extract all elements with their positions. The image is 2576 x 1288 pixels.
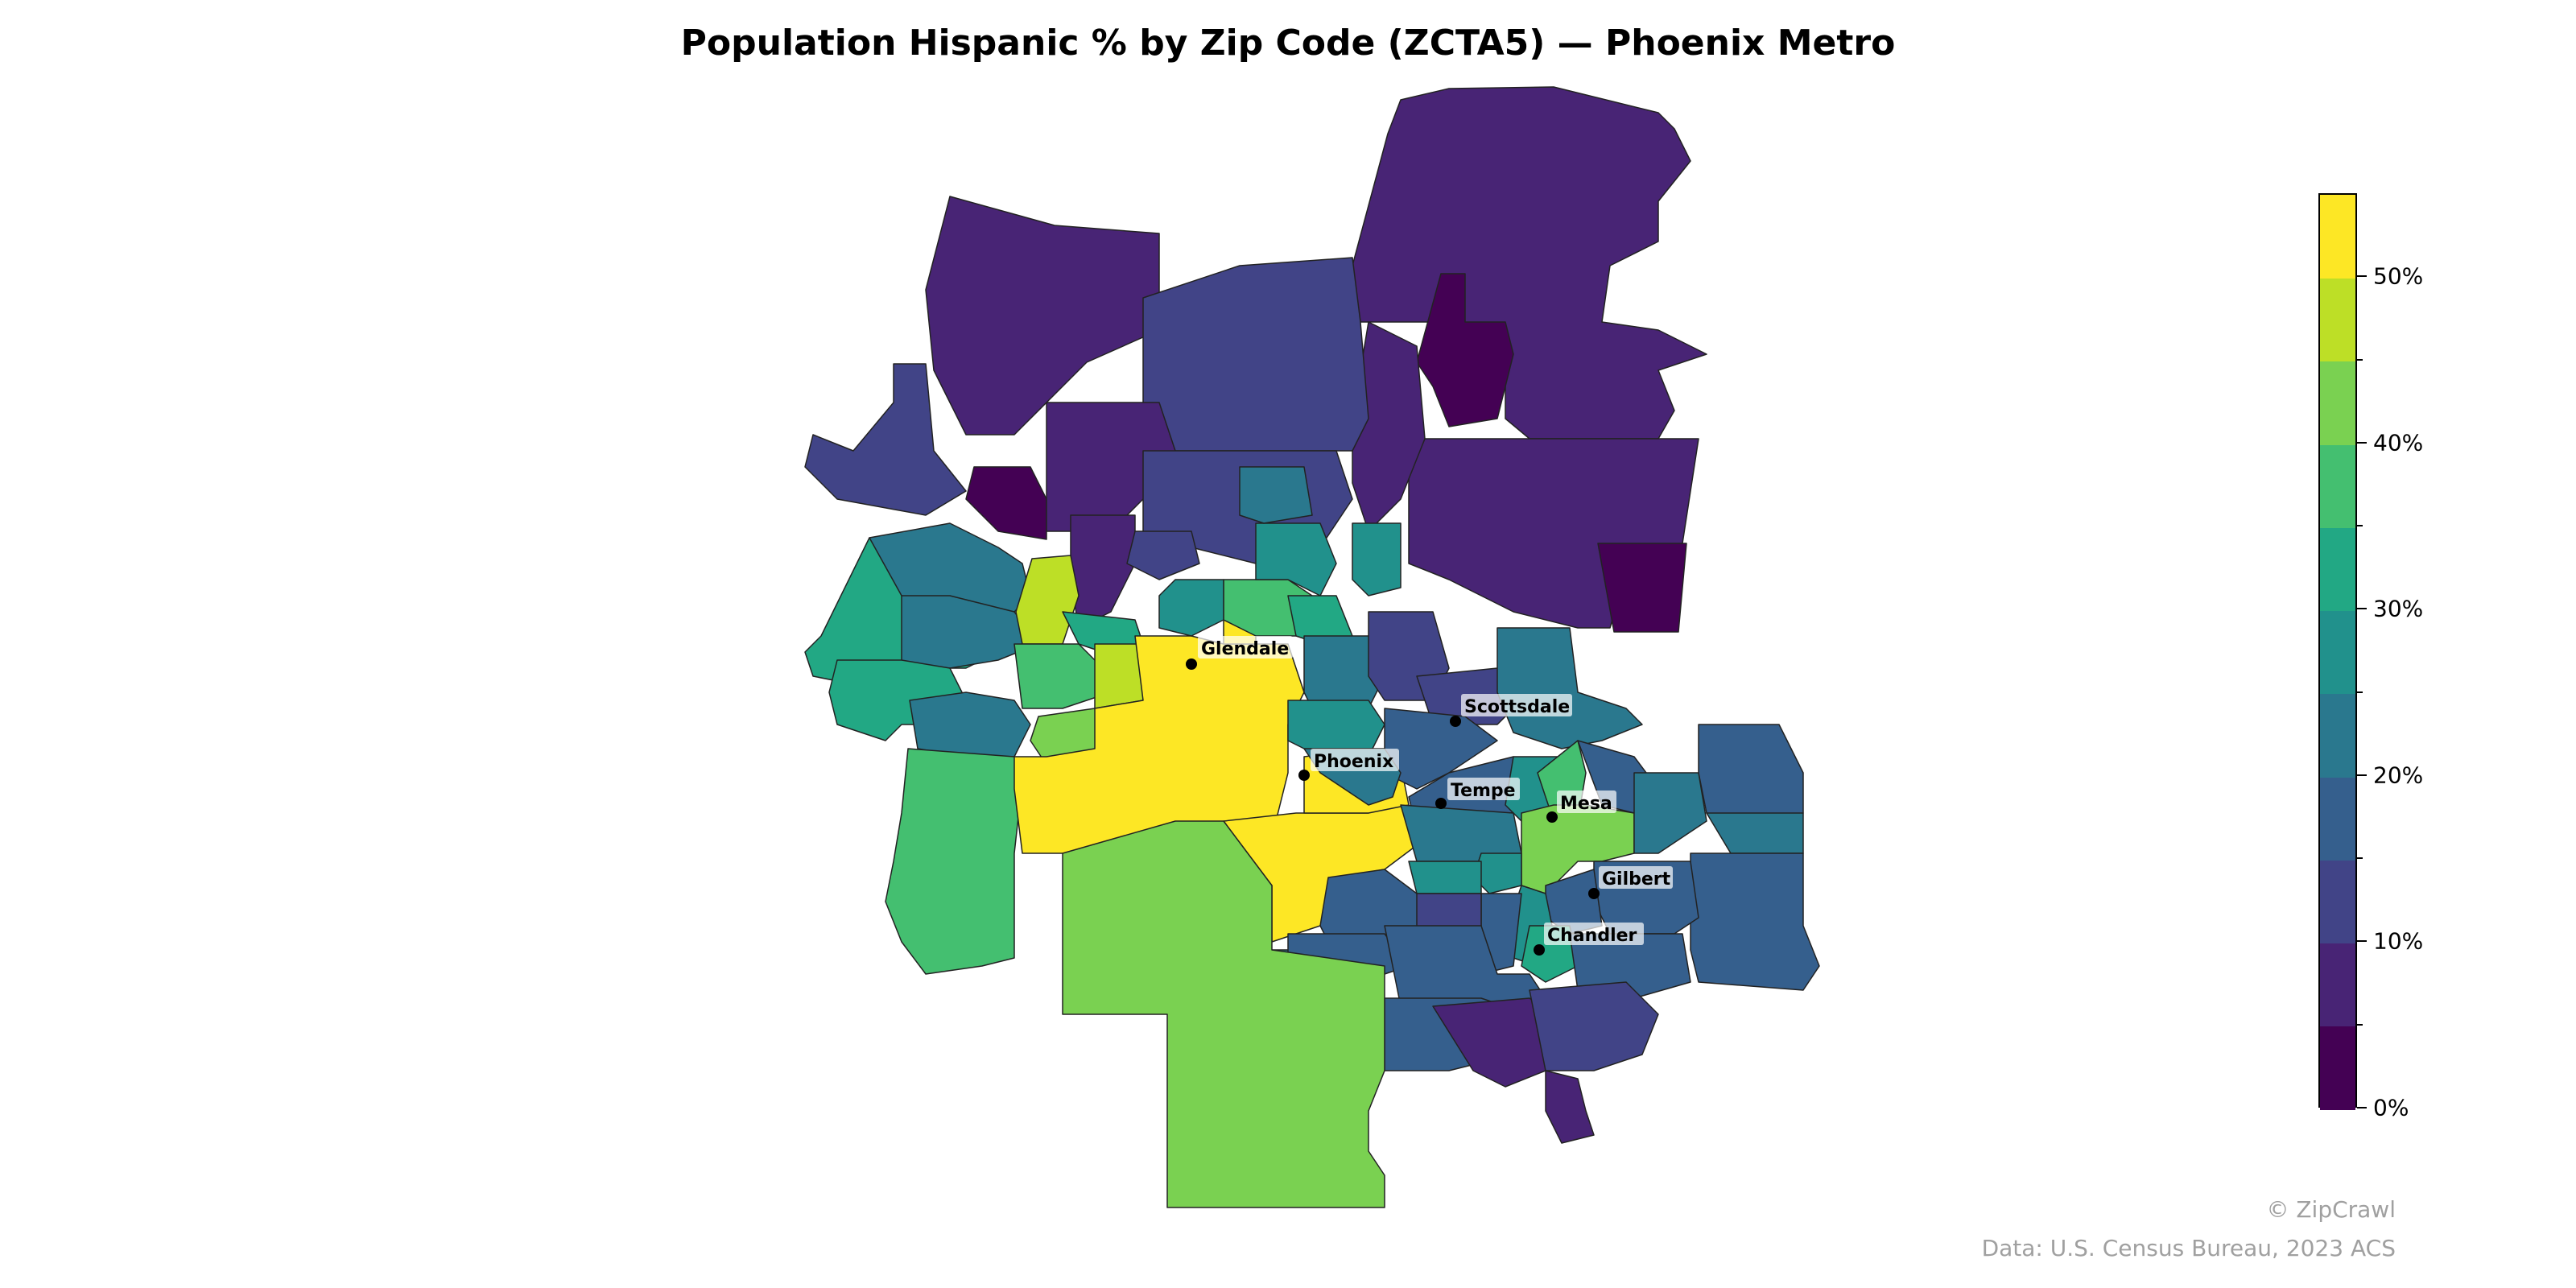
colorbar-band <box>2320 776 2355 861</box>
zip-region <box>804 363 967 516</box>
colorbar-tick-label: 30% <box>2373 595 2424 622</box>
zip-region <box>1239 466 1313 524</box>
colorbar-minor-tick <box>2357 691 2363 693</box>
colorbar-band <box>2320 693 2355 778</box>
zip-region <box>1408 438 1699 629</box>
city-label: Scottsdale <box>1464 697 1570 717</box>
colorbar-tick <box>2357 275 2367 278</box>
credit-text: © ZipCrawl <box>2266 1196 2396 1223</box>
zip-regions <box>804 86 1820 1208</box>
zip-region <box>1496 627 1643 749</box>
city-chandler: Chandler <box>1534 923 1644 956</box>
zip-region <box>1126 530 1200 580</box>
zip-region <box>1352 522 1402 597</box>
zip-region <box>1416 273 1514 427</box>
colorbar-tick <box>2357 608 2367 610</box>
colorbar-minor-tick <box>2357 525 2363 527</box>
colorbar-tick <box>2357 1107 2367 1108</box>
colorbar <box>2318 193 2357 1110</box>
colorbar-tick <box>2357 940 2367 943</box>
colorbar-band <box>2320 444 2355 528</box>
colorbar-tick-label: 20% <box>2373 762 2424 789</box>
colorbar-tick <box>2357 441 2367 444</box>
zip-region <box>1597 543 1687 633</box>
map-title: Population Hispanic % by Zip Code (ZCTA5… <box>680 23 1896 64</box>
city-phoenix: Phoenix <box>1298 749 1399 781</box>
colorbar-tick-label: 10% <box>2373 927 2424 955</box>
colorbar-band <box>2320 943 2355 1027</box>
zip-region <box>1142 257 1369 452</box>
city-glendale: Glendale <box>1186 636 1293 670</box>
city-label: Gilbert <box>1602 869 1671 890</box>
zip-region <box>1408 861 1482 894</box>
zip-region <box>1015 555 1080 645</box>
zip-region <box>1158 579 1224 637</box>
colorbar-band <box>2320 610 2355 695</box>
zip-region <box>885 748 1023 975</box>
colorbar-band <box>2320 1026 2355 1110</box>
colorbar-minor-tick <box>2357 358 2363 361</box>
zip-region <box>925 196 1160 436</box>
colorbar-tick <box>2357 774 2367 776</box>
zip-region <box>965 466 1047 540</box>
city-scottsdale: Scottsdale <box>1450 694 1572 727</box>
zip-region <box>1094 643 1144 709</box>
zip-region <box>1633 772 1707 854</box>
zip-region <box>1698 724 1804 822</box>
city-label: Glendale <box>1201 639 1289 659</box>
zip-region <box>1690 852 1820 991</box>
city-gilbert: Gilbert <box>1588 866 1673 899</box>
zip-region <box>1070 514 1136 629</box>
colorbar-band <box>2320 195 2355 279</box>
city-label: Phoenix <box>1314 752 1393 772</box>
city-mesa: Mesa <box>1546 791 1616 823</box>
colorbar-band <box>2320 278 2355 362</box>
colorbar-tick-label: 0% <box>2373 1094 2409 1121</box>
colorbar-band <box>2320 860 2355 944</box>
city-label: Chandler <box>1547 926 1637 946</box>
zip-region <box>1569 933 1691 999</box>
zip-region <box>1529 981 1659 1071</box>
colorbar-band <box>2320 527 2355 612</box>
city-label: Tempe <box>1451 781 1516 801</box>
city-label: Mesa <box>1560 794 1612 814</box>
colorbar-minor-tick <box>2357 857 2363 860</box>
city-markers: Glendale Scottsdale Phoenix Tempe Mesa G… <box>1186 636 1673 956</box>
colorbar-tick-label: 50% <box>2373 262 2424 290</box>
source-text: Data: U.S. Census Bureau, 2023 ACS <box>1981 1235 2396 1261</box>
zip-region <box>1545 1070 1595 1144</box>
colorbar-band <box>2320 361 2355 445</box>
zip-region <box>1062 820 1385 1208</box>
zip-region <box>1706 812 1804 854</box>
colorbar-tick-label: 40% <box>2373 429 2424 456</box>
city-tempe: Tempe <box>1435 778 1520 809</box>
zip-region <box>909 691 1031 758</box>
colorbar-minor-tick <box>2357 1023 2363 1026</box>
